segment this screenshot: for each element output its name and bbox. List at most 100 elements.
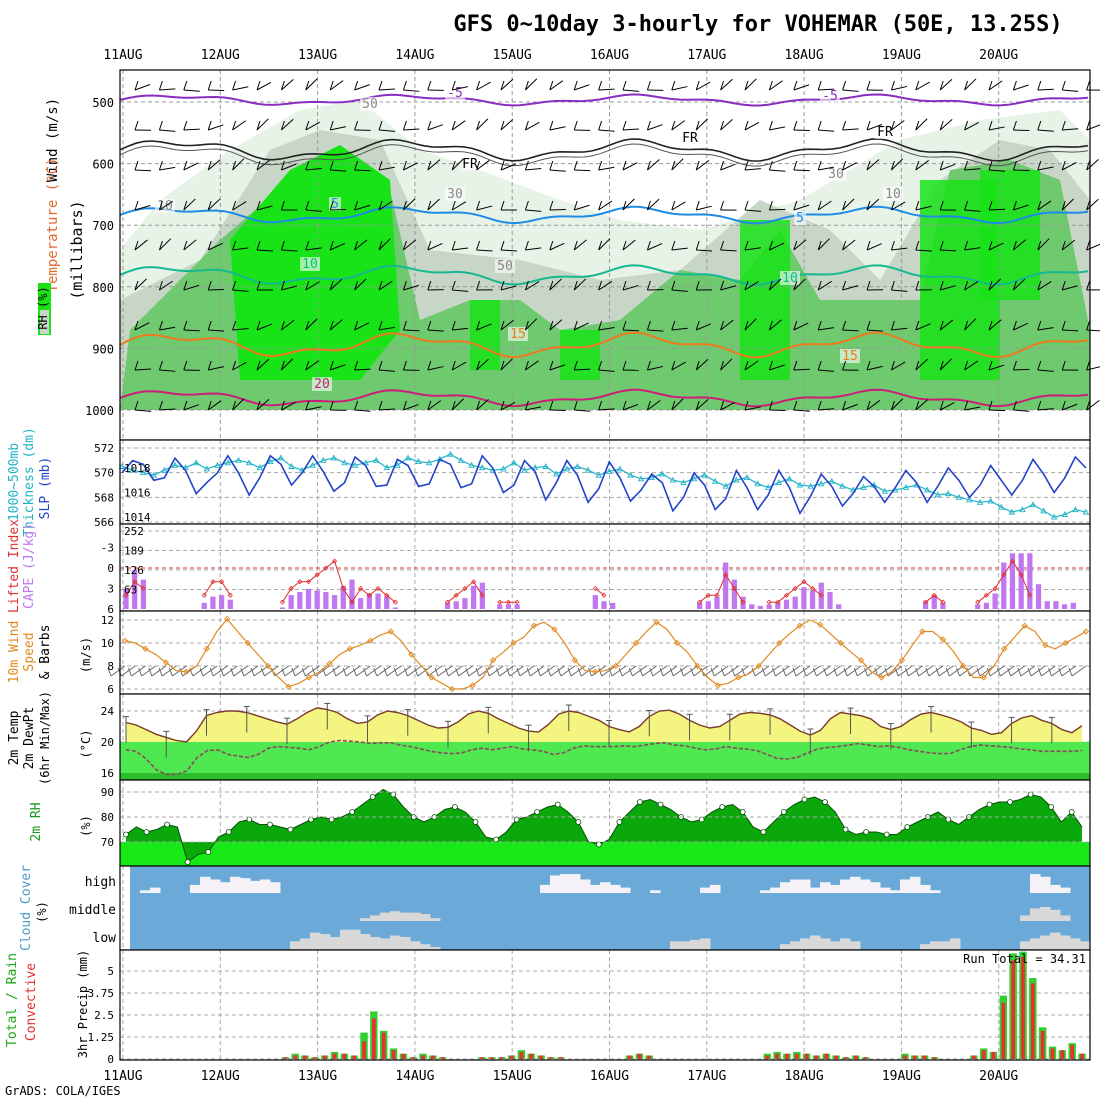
contour-label: 30 (447, 187, 463, 202)
thickness-tick: 572 (94, 442, 114, 455)
wind-barb-flag (768, 160, 773, 171)
precip-convective-bar (863, 1057, 868, 1059)
wind-barb-flag (402, 120, 407, 131)
cape-bar (331, 595, 338, 609)
surface-wind-barb-flag (720, 667, 725, 677)
thickness-point (796, 481, 804, 488)
cloud-cover-bar (910, 876, 921, 893)
wind-barb (793, 278, 806, 291)
wind-barb (354, 239, 368, 251)
thickness-point (118, 463, 126, 469)
lifted-index-point (766, 599, 772, 605)
contour-label-bg (312, 377, 332, 391)
thickness-point (372, 456, 380, 463)
surface-wind-barb-flag (690, 667, 695, 677)
cloud-cover-bar (890, 890, 901, 893)
lifted-index-point (340, 585, 346, 592)
cloud-cover-bar (1020, 941, 1031, 950)
wind-barb (744, 121, 760, 131)
wind-barb (452, 247, 469, 251)
cloud-cover-bar (350, 929, 361, 950)
wind-barb (378, 88, 396, 91)
thickness-point (701, 471, 708, 478)
precip-convective-bar (293, 1055, 298, 1059)
surface-wind-barb-flag (577, 667, 582, 677)
surface-wind-barb-flag (751, 667, 756, 677)
cloud-cover-bar (410, 941, 421, 950)
wind-barb-flag (1086, 400, 1091, 411)
contour-label-bg (445, 86, 465, 100)
wind-barb (134, 239, 148, 251)
wind-barb (818, 408, 835, 411)
wind-barb (1086, 124, 1100, 131)
wind-barb (769, 80, 783, 91)
precip-convective-bar (1070, 1044, 1075, 1059)
wind-barb-flag (939, 320, 944, 331)
wind-barb-flag (158, 320, 163, 331)
wind-barb (403, 89, 420, 92)
wind-barb (622, 128, 639, 131)
wind-barb (939, 358, 953, 371)
precip-convective-bar (814, 1055, 819, 1059)
surface-wind-barb (816, 665, 831, 677)
lifted-index-point (392, 599, 398, 605)
surface-wind-barb-flag (1068, 667, 1073, 677)
wind-barb (1086, 159, 1099, 171)
wind-barb (452, 327, 469, 331)
cloud-cover-bar (190, 884, 201, 893)
surface-wind-barb-flag (363, 667, 368, 677)
wind-barb (403, 239, 417, 251)
precip-convective-bar (647, 1055, 652, 1059)
wind-barb (256, 358, 270, 371)
wind-barb-flag (183, 120, 188, 131)
wind-barb (500, 401, 516, 411)
thickness-point (945, 490, 952, 497)
precip-tick: 1.25 (88, 1031, 115, 1044)
ytitle-speed: Speed (22, 632, 37, 671)
cloud-cover-bar (560, 874, 571, 893)
lifted-index-point (783, 592, 790, 598)
wind-barb (842, 198, 855, 211)
wind-barb-flag (256, 320, 261, 331)
wind-barb-flag (915, 240, 920, 251)
wind-barb-flag (183, 320, 188, 331)
wind-barb-flag (646, 200, 651, 211)
wind-barb-flag (964, 80, 969, 91)
precip-convective-bar (411, 1057, 416, 1059)
cloud-cover-bar (220, 882, 231, 893)
wind-barb (232, 120, 246, 131)
wind-barb-flag (158, 400, 163, 411)
wind-barb-flag (720, 320, 725, 331)
surface-wind-barb (949, 665, 964, 677)
wind-barb-flag (915, 360, 920, 371)
wind-speed-point (837, 639, 844, 647)
wind-barb-flag (524, 80, 529, 91)
wind-barb-flag (1086, 320, 1091, 331)
cloud-cover-bar (700, 887, 711, 893)
wind-barb (256, 159, 270, 171)
wind-barb (671, 120, 686, 131)
wind-barb (769, 126, 786, 131)
wind-barb-flag (256, 240, 261, 251)
precip-convective-bar (991, 1051, 996, 1059)
wind-barb-flag (939, 160, 944, 171)
wind-barb (964, 78, 977, 91)
wind-barb-flag (793, 80, 798, 91)
cape-bar (297, 591, 303, 609)
wind-barb-flag (256, 200, 261, 211)
thickness-point (150, 471, 158, 478)
thickness-point (817, 480, 825, 487)
cape-bar (314, 590, 320, 609)
cape-bar (818, 582, 824, 609)
wind-barb-flag (793, 240, 798, 251)
surface-wind-barb (509, 665, 525, 677)
wind-barb-flag (354, 240, 359, 251)
thickness-point (1019, 506, 1026, 513)
surface-wind-barb (1051, 665, 1066, 677)
wind-barb (598, 129, 615, 132)
wind-speed-point (551, 626, 558, 633)
wind-barb-flag (866, 360, 871, 371)
contour-label: 30 (828, 167, 844, 182)
wind-barb (305, 360, 320, 371)
surface-wind-barb-flag (373, 667, 378, 677)
